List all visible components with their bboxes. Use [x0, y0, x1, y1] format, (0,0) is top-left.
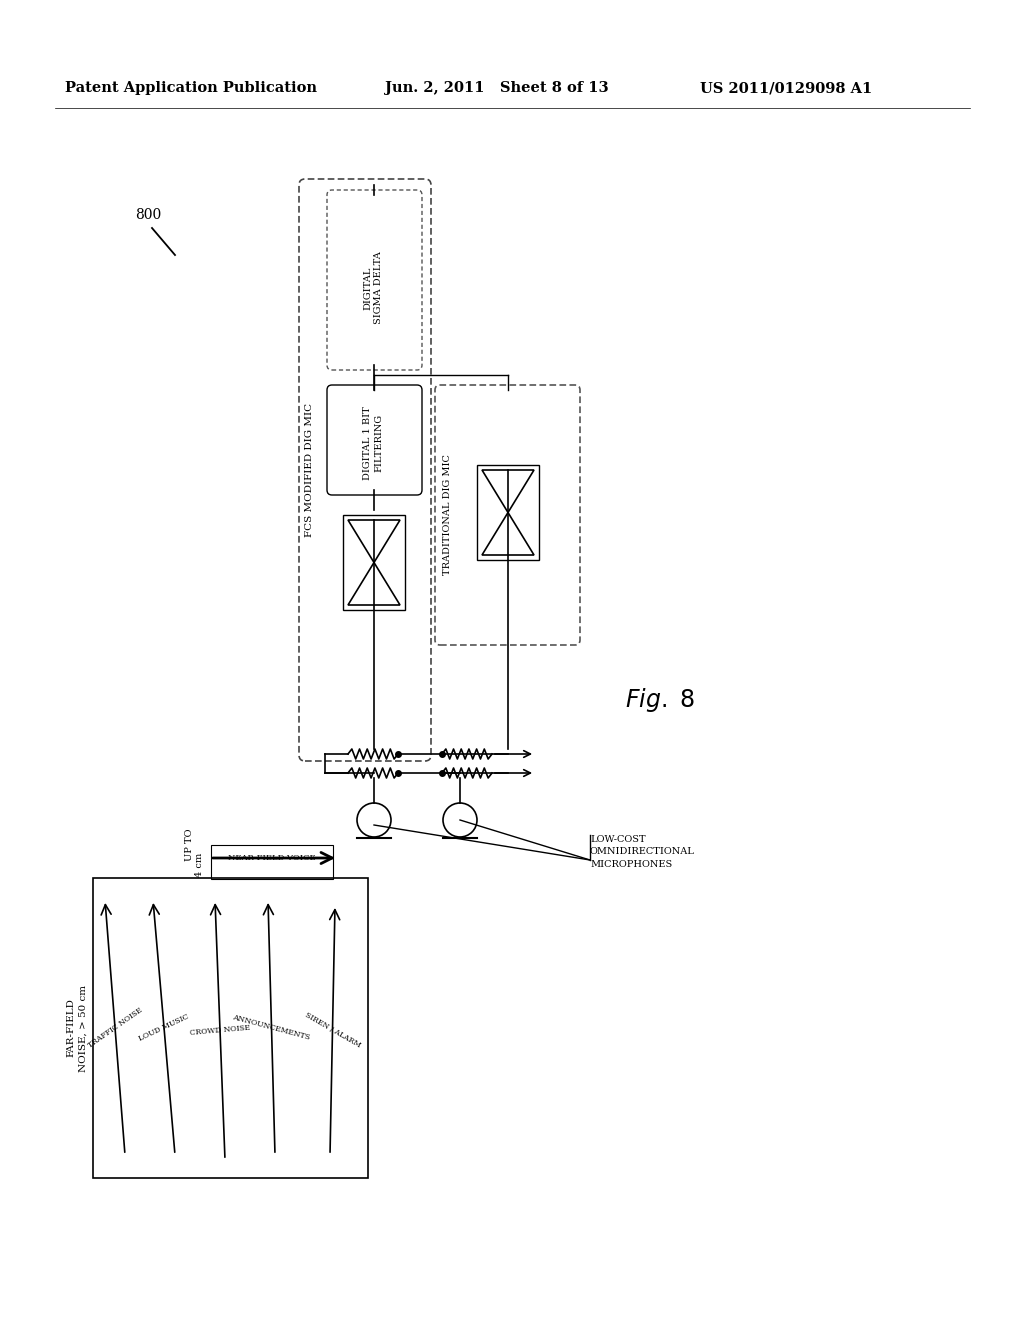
Text: Jun. 2, 2011   Sheet 8 of 13: Jun. 2, 2011 Sheet 8 of 13 [385, 81, 608, 95]
Text: DIGITAL
SIGMA DELTA: DIGITAL SIGMA DELTA [362, 252, 383, 325]
Text: LOW-COST
OMNIDIRECTIONAL
MICROPHONES: LOW-COST OMNIDIRECTIONAL MICROPHONES [590, 836, 695, 869]
FancyBboxPatch shape [211, 845, 333, 879]
Text: Patent Application Publication: Patent Application Publication [65, 81, 317, 95]
Text: UP TO: UP TO [185, 829, 195, 861]
Text: ANNOUNCEMENTS: ANNOUNCEMENTS [231, 1014, 311, 1041]
Text: FAR-FIELD
NOISE, > 50 cm: FAR-FIELD NOISE, > 50 cm [67, 985, 88, 1072]
Text: US 2011/0129098 A1: US 2011/0129098 A1 [700, 81, 872, 95]
Text: LOUD MUSIC: LOUD MUSIC [137, 1012, 190, 1043]
Text: FCS MODIFIED DIG MIC: FCS MODIFIED DIG MIC [305, 403, 314, 537]
Text: TRAFFIC NOISE: TRAFFIC NOISE [86, 1006, 143, 1049]
Text: 800: 800 [135, 209, 161, 222]
Text: NEAR-FIELD VOICE: NEAR-FIELD VOICE [228, 854, 315, 862]
Text: SIREN / ALARM: SIREN / ALARM [303, 1011, 361, 1049]
Text: TRADITIONAL DIG MIC: TRADITIONAL DIG MIC [442, 454, 452, 576]
Text: 4 cm: 4 cm [196, 853, 205, 876]
Text: CROWD NOISE: CROWD NOISE [189, 1023, 251, 1036]
Text: $\mathit{Fig.\ 8}$: $\mathit{Fig.\ 8}$ [625, 686, 695, 714]
Text: DIGITAL 1 BIT
FILTERING: DIGITAL 1 BIT FILTERING [362, 407, 383, 480]
